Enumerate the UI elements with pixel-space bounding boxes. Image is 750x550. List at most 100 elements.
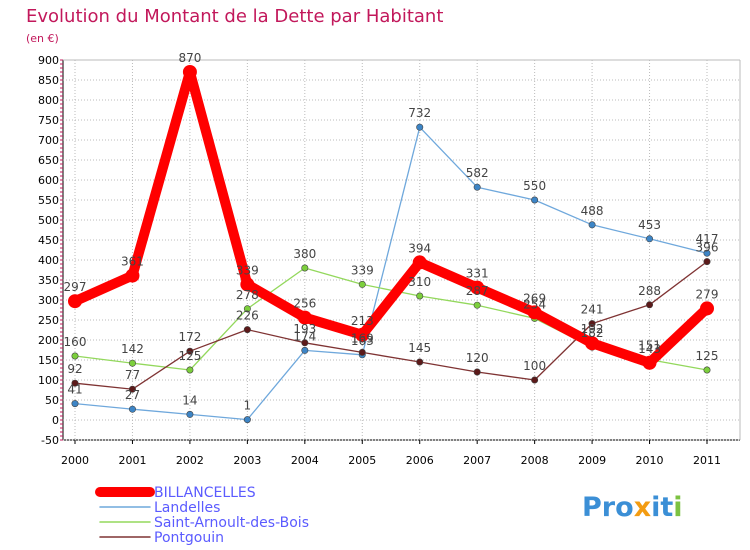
data-point bbox=[416, 358, 424, 366]
legend-label: Saint-Arnoult-des-Bois bbox=[154, 515, 309, 531]
data-point bbox=[588, 221, 596, 229]
grid-layer bbox=[60, 59, 740, 444]
y-tick-label: 300 bbox=[38, 294, 59, 307]
data-label: 27 bbox=[125, 388, 140, 402]
x-tick-label: 2009 bbox=[578, 454, 606, 467]
data-label: 169 bbox=[351, 331, 374, 345]
data-label: 380 bbox=[293, 247, 316, 261]
data-label: 174 bbox=[293, 329, 316, 343]
series-line bbox=[74, 260, 708, 390]
legend-label: Landelles bbox=[154, 500, 220, 516]
data-label: 213 bbox=[351, 314, 374, 328]
y-tick-label: 400 bbox=[38, 254, 59, 267]
data-label: 287 bbox=[466, 284, 489, 298]
x-tick-label: 2010 bbox=[636, 454, 664, 467]
y-tick-label: 150 bbox=[38, 354, 59, 367]
data-point bbox=[71, 400, 79, 408]
data-label: 142 bbox=[121, 342, 144, 356]
data-point bbox=[642, 355, 657, 370]
data-label: 100 bbox=[523, 359, 546, 373]
data-label: 192 bbox=[581, 322, 604, 336]
x-tick-label: 2002 bbox=[176, 454, 204, 467]
data-label: 453 bbox=[638, 218, 661, 232]
data-label: 870 bbox=[178, 51, 201, 65]
data-point bbox=[301, 339, 309, 347]
series-line bbox=[74, 126, 708, 421]
data-label: 125 bbox=[696, 349, 719, 363]
x-tick-label: 2001 bbox=[118, 454, 146, 467]
data-label: 41 bbox=[67, 383, 82, 397]
data-label: 269 bbox=[523, 291, 546, 305]
data-label: 297 bbox=[64, 280, 87, 294]
data-label: 151 bbox=[638, 339, 661, 353]
y-tick-label: -50 bbox=[41, 434, 59, 447]
data-point bbox=[703, 258, 711, 266]
data-label: 226 bbox=[236, 309, 259, 323]
data-point bbox=[71, 352, 79, 360]
x-tick-label: 2003 bbox=[233, 454, 261, 467]
legend-item: BILLANCELLES bbox=[95, 485, 256, 501]
data-point bbox=[646, 235, 654, 243]
data-label: 310 bbox=[408, 275, 431, 289]
data-label: 163 bbox=[351, 334, 374, 348]
data-label: 145 bbox=[408, 341, 431, 355]
data-label: 339 bbox=[236, 263, 259, 277]
data-label: 732 bbox=[408, 106, 431, 120]
y-tick-label: 550 bbox=[38, 194, 59, 207]
data-label: 92 bbox=[67, 362, 82, 376]
y-tick-label: 750 bbox=[38, 114, 59, 127]
data-label: 279 bbox=[696, 287, 719, 301]
chart-title: Evolution du Montant de la Dette par Hab… bbox=[26, 6, 443, 27]
data-point bbox=[358, 348, 366, 356]
data-point bbox=[186, 410, 194, 418]
y-tick-label: 700 bbox=[38, 134, 59, 147]
x-tick-label: 2008 bbox=[521, 454, 549, 467]
data-point bbox=[703, 366, 711, 374]
data-label: 254 bbox=[523, 297, 546, 311]
series-line bbox=[70, 67, 712, 368]
y-tick-label: 850 bbox=[38, 74, 59, 87]
data-point bbox=[470, 280, 485, 295]
y-tick-label: 250 bbox=[38, 314, 59, 327]
data-point bbox=[297, 310, 312, 325]
legend-item: Saint-Arnoult-des-Bois bbox=[99, 515, 309, 531]
y-tick-label: 650 bbox=[38, 154, 59, 167]
legend: BILLANCELLESLandellesSaint-Arnoult-des-B… bbox=[95, 485, 309, 546]
data-label: 331 bbox=[466, 267, 489, 281]
data-point bbox=[646, 301, 654, 309]
data-point bbox=[71, 379, 79, 387]
data-point bbox=[301, 264, 309, 272]
y-tick-label: 200 bbox=[38, 334, 59, 347]
data-label: 1 bbox=[244, 399, 252, 413]
data-point bbox=[301, 346, 309, 354]
data-label: 396 bbox=[696, 241, 719, 255]
logo-text: Proxiti bbox=[582, 492, 683, 523]
x-tick-label: 2000 bbox=[61, 454, 89, 467]
data-label: 339 bbox=[351, 263, 374, 277]
data-point bbox=[416, 292, 424, 300]
data-label: 193 bbox=[293, 322, 316, 336]
data-point bbox=[243, 326, 251, 334]
data-point bbox=[473, 368, 481, 376]
y-tick-label: 450 bbox=[38, 234, 59, 247]
series-layer bbox=[68, 65, 714, 424]
data-point bbox=[128, 405, 136, 413]
data-label: 417 bbox=[696, 232, 719, 246]
data-label: 488 bbox=[581, 204, 604, 218]
data-label: 394 bbox=[408, 241, 431, 255]
data-point bbox=[416, 123, 424, 131]
data-label: 120 bbox=[466, 351, 489, 365]
data-label: 256 bbox=[293, 297, 316, 311]
proxiti-logo: Proxiti bbox=[582, 492, 683, 523]
data-point bbox=[703, 249, 711, 257]
data-label: 14 bbox=[182, 393, 197, 407]
data-point bbox=[588, 320, 596, 328]
data-point bbox=[358, 280, 366, 288]
data-label: 361 bbox=[121, 255, 144, 269]
data-point bbox=[243, 305, 251, 313]
data-point bbox=[531, 196, 539, 204]
data-label: 182 bbox=[581, 326, 604, 340]
legend-label: BILLANCELLES bbox=[154, 485, 256, 501]
